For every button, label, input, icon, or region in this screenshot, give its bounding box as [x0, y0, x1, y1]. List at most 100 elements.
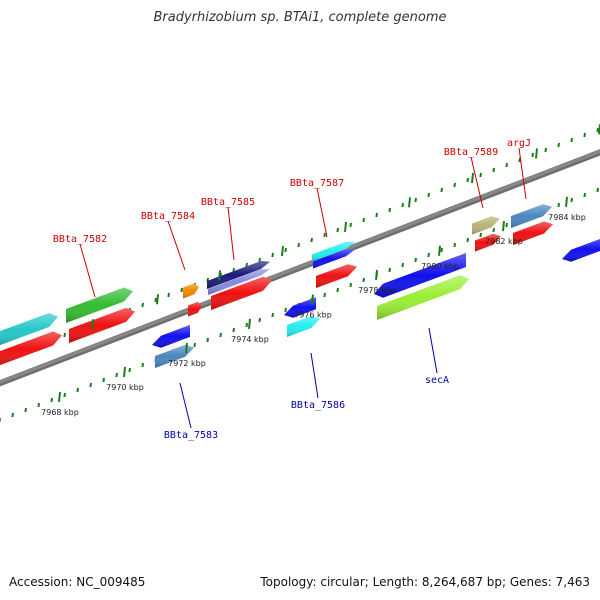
gene-feature-shading	[207, 261, 270, 289]
ruler-dot	[479, 172, 482, 178]
ruler-dot	[583, 132, 586, 138]
gene-label-leader	[79, 243, 96, 298]
kbp-tick-mark-upper	[156, 294, 159, 305]
gene-label-leader	[167, 220, 186, 271]
kbp-tick-mark-upper	[408, 197, 411, 208]
gene-feature-shading	[374, 253, 466, 298]
ruler-dot	[518, 157, 521, 163]
gene-feature-shading	[188, 301, 202, 317]
ruler-dot	[180, 287, 183, 293]
kbp-tick-mark-upper	[218, 270, 221, 281]
ruler-dot	[128, 367, 131, 373]
accession-text: Accession: NC_009485	[9, 575, 146, 589]
ruler-dot	[89, 382, 92, 388]
gene-label: argJ	[507, 138, 531, 149]
ruler-dot	[219, 332, 222, 338]
gene-labels: BBta_7582 BBta_7583 BBta_7584 BBta_7585 BBta…	[53, 138, 531, 441]
ruler-dot	[245, 322, 248, 328]
gene-feature-shading	[211, 276, 272, 310]
gene-feature-shading	[377, 275, 469, 320]
kbp-tick-label: 7982 kbp	[485, 237, 523, 246]
ruler-dot	[466, 237, 469, 243]
gene-feature-shading	[313, 249, 355, 269]
kbp-tick-mark-upper	[344, 221, 347, 233]
ruler-dot	[401, 202, 404, 208]
ruler-dot	[193, 342, 196, 348]
genome-backbone	[0, 149, 600, 387]
kbp-tick-mark	[185, 342, 188, 354]
ruler-dot	[141, 302, 144, 308]
ruler-dot	[388, 207, 391, 213]
ruler-dot	[141, 362, 144, 368]
gene-feature-shading	[66, 287, 133, 323]
ruler-dot	[284, 307, 287, 313]
kbp-tick-mark	[123, 366, 126, 378]
gene-feature-shading	[0, 331, 62, 366]
ruler-dot	[453, 242, 456, 248]
ruler-dot	[440, 247, 443, 253]
ruler-dot	[596, 127, 599, 133]
kbp-tick-mark	[58, 391, 61, 403]
ruler-dot	[167, 292, 170, 298]
ruler-dot	[115, 372, 118, 378]
ruler-dot	[557, 202, 560, 208]
ruler-dot	[388, 267, 391, 273]
ruler-dot	[336, 287, 339, 293]
ruler-dot	[102, 377, 105, 383]
ruler-dot	[349, 222, 352, 228]
kbp-tick-mark-upper	[281, 246, 284, 257]
kbp-tick-mark	[438, 245, 441, 256]
gene-label: secA	[425, 375, 449, 386]
ruler-dot	[63, 392, 66, 398]
ruler-dot	[323, 232, 326, 238]
ruler-dot	[310, 237, 313, 243]
ruler-dot	[323, 292, 326, 298]
kbp-tick-mark	[311, 294, 314, 305]
kbp-tick-mark	[502, 221, 505, 232]
gene-feature-shading	[513, 221, 553, 245]
gene-label: BBta_7582	[53, 234, 107, 245]
ruler-dot	[154, 297, 157, 303]
gene-feature-shading	[152, 324, 190, 348]
gene-label: BBta_7587	[290, 178, 344, 189]
gene-feature-shading	[475, 233, 501, 252]
kbp-tick-label: 7972 kbp	[168, 359, 206, 368]
gene-label: BBta_7586	[291, 400, 345, 411]
gene-label-leader	[316, 187, 328, 238]
kbp-tick-mark	[248, 318, 251, 329]
ruler-dot	[557, 142, 560, 148]
kbp-tick-label: 7970 kbp	[106, 383, 144, 392]
kbp-tick-label: 7980 kbp	[421, 262, 459, 271]
ruler-dot	[531, 152, 534, 158]
ruler-dot	[206, 337, 209, 343]
gene-label: BBta_7585	[201, 197, 255, 208]
ruler-dot	[24, 407, 27, 413]
ruler-dot	[453, 182, 456, 188]
ruler-dot	[375, 212, 378, 218]
kbp-tick-mark	[565, 196, 568, 208]
ruler-dot	[479, 232, 482, 238]
gene-label: BBta_7584	[141, 211, 195, 222]
kbp-ticks: 7968 kbp 7970 kbp 7972 kbp 7974 kbp 7976 kbp…	[41, 124, 600, 417]
ruler-dot	[349, 282, 352, 288]
genome-title: Bradyrhizobium sp. BTAi1, complete genom…	[153, 10, 447, 25]
gene-feature-shading	[316, 264, 357, 288]
kbp-tick-mark-upper	[91, 319, 94, 330]
gene-feature-shading	[287, 316, 320, 337]
ruler-dot	[258, 317, 261, 323]
ruler-dot	[271, 312, 274, 318]
ruler-dot	[258, 257, 261, 263]
gene-feature-shading	[312, 241, 355, 262]
kbp-tick-mark	[375, 269, 378, 281]
gene-label-leader	[227, 206, 235, 261]
backbone-line-inner	[0, 149, 600, 384]
ruler-dot	[362, 277, 365, 283]
ruler-dot	[401, 262, 404, 268]
kbp-tick-mark-upper	[471, 172, 474, 184]
gene-label-leader	[428, 327, 438, 374]
gene-label: BBta_7589	[444, 147, 498, 158]
gene-label-leader	[310, 352, 319, 399]
ruler-dot	[336, 227, 339, 233]
ruler-dot	[362, 217, 365, 223]
